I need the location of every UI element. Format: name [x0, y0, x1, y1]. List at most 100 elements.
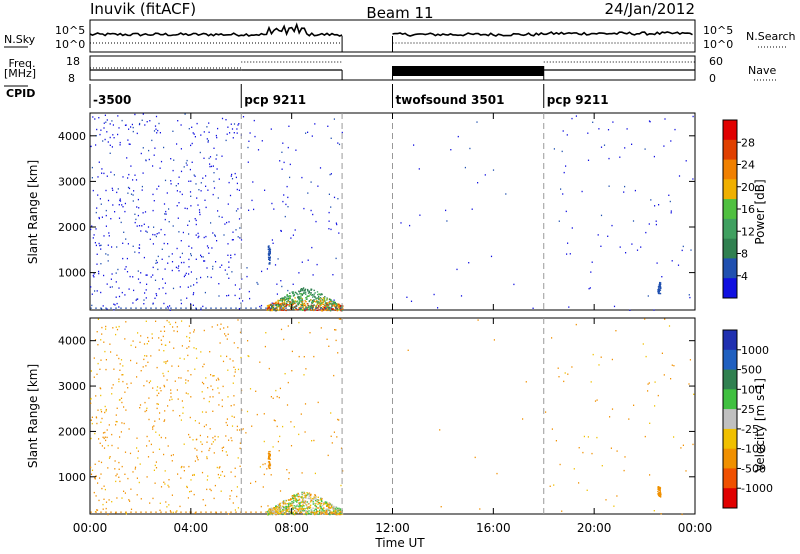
data-point [164, 419, 166, 421]
data-point [190, 144, 192, 147]
echo-point [301, 299, 303, 302]
echo-point [299, 502, 301, 504]
station-title: Inuvik (fitACF) [90, 0, 196, 18]
data-point [95, 144, 97, 146]
echo-point [306, 295, 308, 297]
echo-point [322, 301, 325, 303]
data-point [623, 191, 625, 193]
data-point [195, 308, 197, 310]
echo-point [303, 492, 306, 494]
data-point [143, 343, 146, 345]
data-point [236, 188, 238, 191]
echo-point [310, 288, 313, 291]
data-point [119, 141, 121, 144]
data-point [126, 257, 128, 260]
data-point [328, 193, 330, 195]
x-tick-label: 08:00 [274, 521, 309, 535]
data-point [203, 157, 205, 159]
data-point [194, 218, 196, 220]
echo-point [288, 502, 290, 504]
data-point [631, 243, 633, 245]
echo-point [324, 296, 326, 298]
data-point [193, 493, 195, 496]
echo-point [317, 499, 319, 501]
echo-point [321, 303, 323, 305]
echo-point [304, 509, 306, 512]
echo-point [298, 296, 300, 298]
data-point [583, 435, 585, 438]
data-point [205, 235, 207, 238]
echo-point [269, 467, 271, 469]
data-point [147, 336, 149, 339]
data-point [264, 345, 266, 348]
data-point [152, 387, 154, 389]
data-point [335, 329, 337, 331]
echo-point [310, 497, 312, 499]
data-point [648, 382, 650, 384]
data-point [100, 409, 102, 411]
data-point [121, 401, 123, 404]
echo-point [659, 495, 662, 497]
data-point [291, 506, 293, 509]
echo-point [309, 505, 311, 508]
data-point [155, 293, 157, 295]
data-point [206, 138, 208, 140]
data-point [105, 359, 107, 361]
data-point [228, 221, 230, 223]
data-point [174, 380, 176, 382]
data-point [133, 289, 135, 292]
echo-point [268, 509, 270, 512]
data-point [159, 502, 161, 504]
data-point [192, 304, 194, 306]
data-point [224, 333, 226, 335]
echo-point [305, 497, 307, 499]
data-point [180, 148, 182, 150]
echo-point [326, 503, 329, 505]
data-point [176, 389, 178, 391]
echo-point [314, 508, 316, 510]
echo-point [300, 295, 302, 297]
data-point [169, 323, 171, 325]
data-point [678, 175, 681, 177]
data-point [147, 361, 149, 363]
data-point [282, 200, 284, 203]
data-point [91, 422, 93, 425]
data-point [160, 330, 162, 332]
data-point [204, 260, 206, 262]
data-point [235, 229, 237, 231]
data-point [141, 189, 143, 191]
data-point [100, 421, 102, 423]
echo-point [295, 504, 298, 507]
echo-point [312, 300, 315, 303]
data-point [150, 355, 152, 357]
data-point [440, 506, 442, 508]
data-point [328, 220, 330, 222]
data-point [688, 383, 690, 385]
data-point [177, 217, 179, 219]
data-point [99, 477, 101, 479]
echo-point [300, 497, 303, 499]
echo-point [301, 507, 303, 510]
data-point [171, 261, 174, 263]
echo-point [339, 508, 342, 510]
data-point [168, 221, 170, 223]
data-point [144, 211, 147, 213]
data-point [105, 121, 107, 123]
data-point [234, 284, 236, 286]
data-point [153, 154, 155, 156]
data-point [91, 469, 94, 471]
data-point [180, 240, 182, 242]
echo-point [324, 302, 327, 304]
echo-point [305, 503, 307, 505]
data-point [169, 510, 171, 512]
echo-point [281, 502, 283, 504]
data-point [545, 411, 547, 413]
data-point [188, 273, 190, 275]
data-point [156, 389, 158, 392]
echo-point [286, 508, 289, 510]
echo-point [281, 297, 283, 299]
echo-point [287, 506, 290, 508]
data-point [93, 234, 95, 236]
echo-point [338, 508, 340, 510]
